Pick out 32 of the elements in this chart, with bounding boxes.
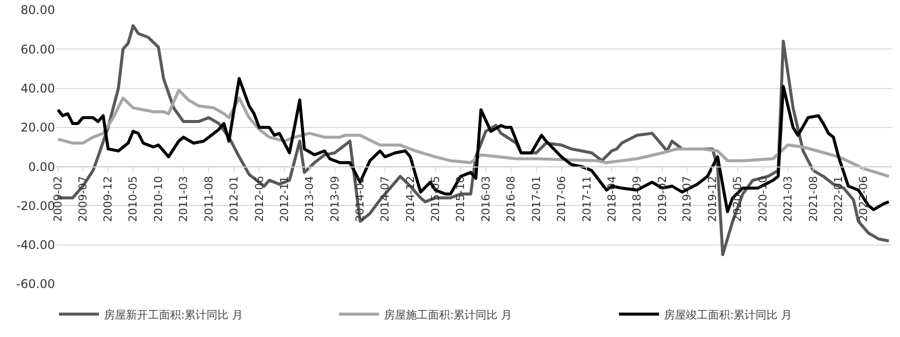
x-tick-label: 2019-02 — [656, 176, 669, 222]
y-tick-label: 80.00 — [20, 3, 55, 18]
x-tick-label: 2017-01 — [530, 176, 543, 222]
x-tick-label: 2022-06 — [857, 176, 870, 222]
x-tick-label: 2009-12 — [102, 176, 115, 222]
x-tick-label: 2018-09 — [630, 176, 644, 222]
x-tick-label: 2017-06 — [554, 176, 568, 222]
y-tick-label: -60.00 — [16, 277, 55, 292]
y-tick-label: 60.00 — [20, 42, 55, 56]
y-tick-label: 40.00 — [20, 81, 55, 96]
x-tick-label: 2012-01 — [228, 176, 241, 222]
x-tick-label: 2019-12 — [706, 176, 720, 222]
x-tick-label: 2021-08 — [806, 176, 820, 222]
x-tick-label: 2011-08 — [202, 176, 216, 222]
x-tick-label: 2016-03 — [479, 176, 492, 222]
y-tick-label: -40.00 — [16, 238, 55, 252]
x-tick-label: 2021-03 — [781, 176, 794, 222]
x-tick-label: 2019-07 — [680, 176, 694, 222]
legend-label: 房屋竣工面积:累计同比 月 — [664, 308, 792, 322]
line-series — [56, 88, 890, 178]
y-tick-label: 0.00 — [28, 160, 55, 174]
x-tick-label: 2018-04 — [605, 176, 618, 222]
x-tick-label: 2010-05 — [126, 176, 140, 222]
x-tick-label: 2010-10 — [152, 176, 166, 222]
x-tick-label: 2013-04 — [303, 176, 316, 222]
x-tick-label: 2011-03 — [176, 176, 190, 222]
legend-label: 房屋新开工面积:累计同比 月 — [104, 308, 244, 322]
legend-label: 房屋施工面积:累计同比 月 — [384, 308, 512, 322]
x-tick-label: 2016-08 — [504, 176, 518, 222]
y-tick-label: 20.00 — [20, 120, 55, 135]
x-tick-label: 2013-09 — [328, 176, 342, 222]
x-tick-label: 2017-11 — [580, 176, 594, 222]
